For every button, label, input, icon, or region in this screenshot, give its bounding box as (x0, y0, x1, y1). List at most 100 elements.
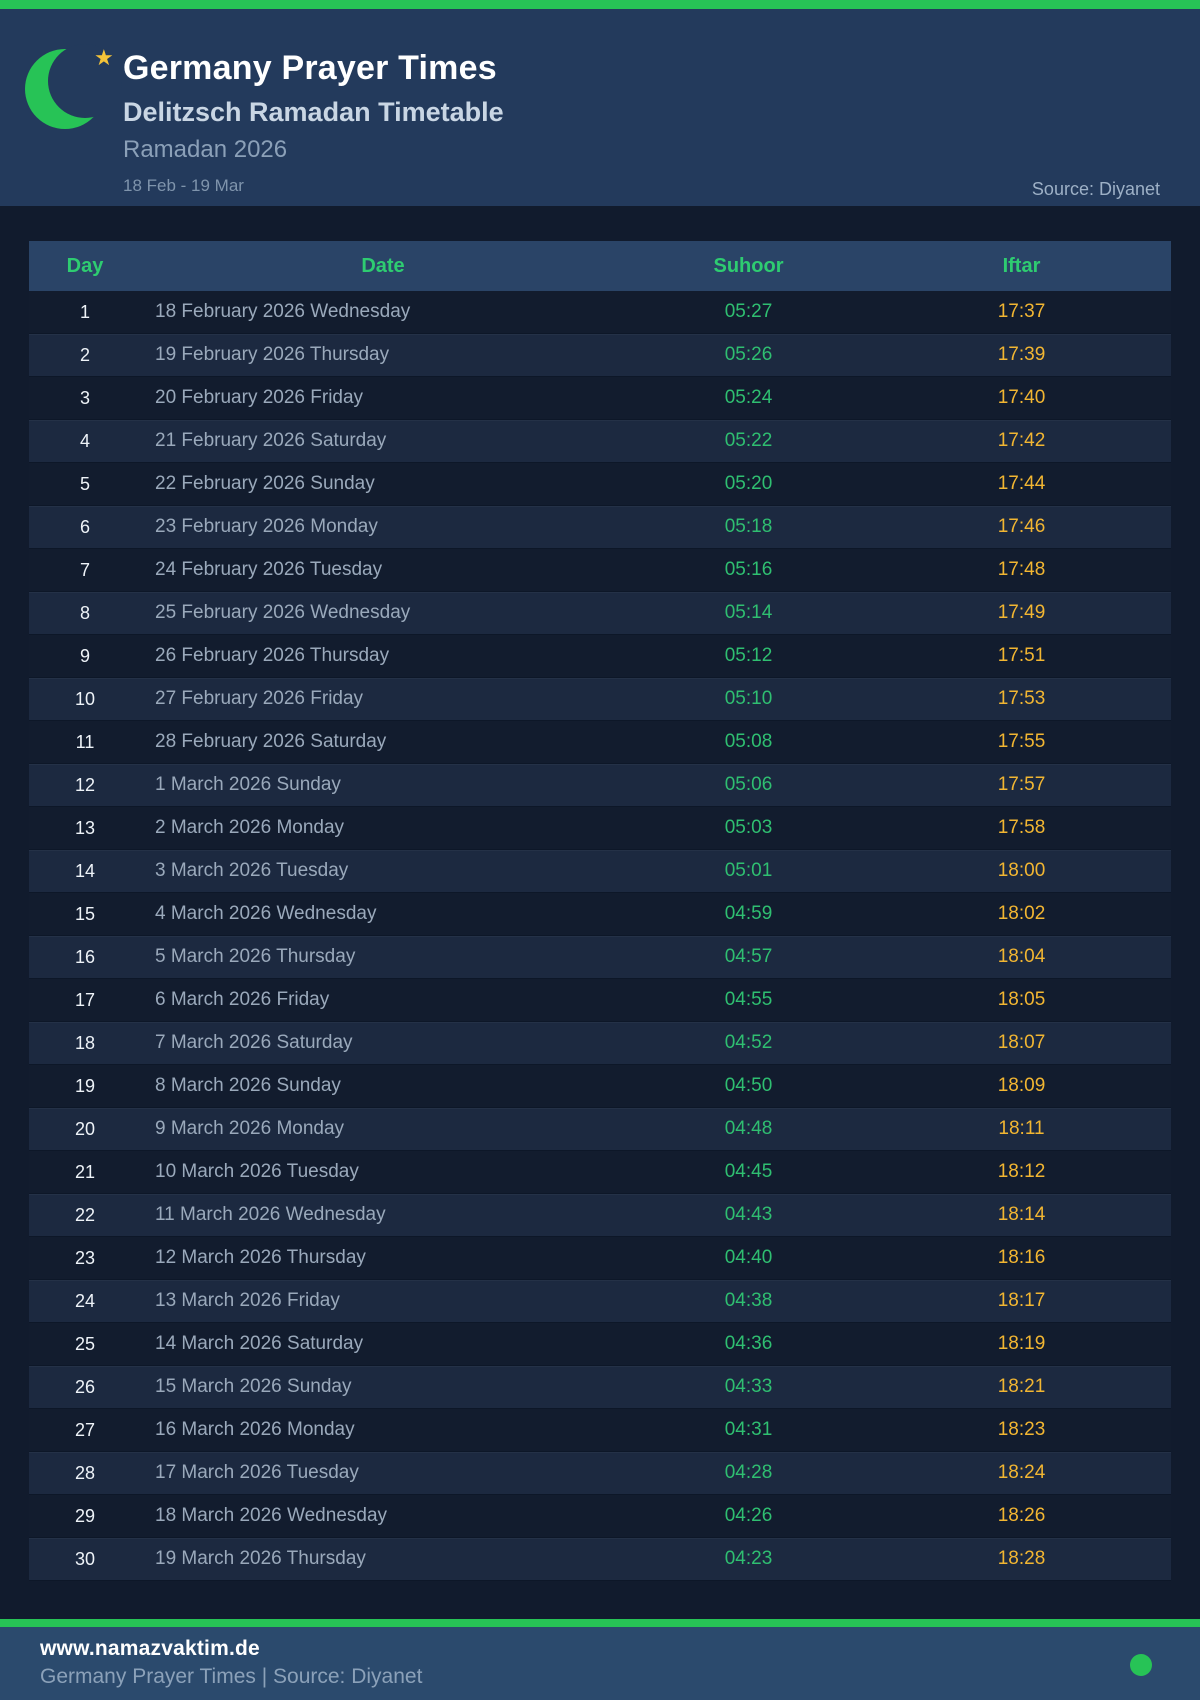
table-row: 24 13 March 2026 Friday 04:38 18:17 (29, 1280, 1171, 1323)
day-cell: 18 (74, 1032, 96, 1053)
table-row: 7 24 February 2026 Tuesday 05:16 17:48 (29, 549, 1171, 592)
table-row: 15 4 March 2026 Wednesday 04:59 18:02 (29, 893, 1171, 936)
suhoor-cell: 04:43 (724, 1204, 773, 1225)
website-link[interactable]: www.namazvaktim.de (40, 1637, 260, 1660)
column-header-suhoor: Suhoor (713, 254, 784, 277)
suhoor-cell: 04:59 (724, 903, 773, 924)
day-cell: 9 (79, 645, 90, 666)
date-cell: 9 March 2026 Monday (155, 1118, 345, 1139)
day-cell: 10 (74, 688, 96, 709)
date-cell: 18 February 2026 Wednesday (155, 301, 411, 322)
day-cell: 15 (74, 903, 96, 924)
iftar-cell: 18:16 (997, 1247, 1046, 1268)
date-cell: 15 March 2026 Sunday (155, 1376, 352, 1397)
suhoor-cell: 05:27 (724, 301, 773, 322)
table-row: 8 25 February 2026 Wednesday 05:14 17:49 (29, 592, 1171, 635)
source-label: Source: Diyanet (1031, 179, 1160, 199)
day-cell: 12 (74, 774, 96, 795)
suhoor-cell: 05:01 (724, 860, 773, 881)
table-row: 9 26 February 2026 Thursday 05:12 17:51 (29, 635, 1171, 678)
date-cell: 1 March 2026 Sunday (155, 774, 341, 795)
date-range: 18 Feb - 19 Mar (123, 176, 244, 195)
day-cell: 28 (74, 1462, 96, 1483)
date-cell: 17 March 2026 Tuesday (155, 1462, 359, 1483)
suhoor-cell: 05:06 (724, 774, 773, 795)
table-row: 26 15 March 2026 Sunday 04:33 18:21 (29, 1366, 1171, 1409)
page-footer: www.namazvaktim.de Germany Prayer Times … (0, 1627, 1200, 1700)
date-cell: 24 February 2026 Tuesday (155, 559, 383, 580)
table-row: 16 5 March 2026 Thursday 04:57 18:04 (29, 936, 1171, 979)
day-cell: 7 (79, 559, 90, 580)
day-cell: 14 (74, 860, 96, 881)
iftar-cell: 18:14 (997, 1204, 1046, 1225)
iftar-cell: 18:04 (997, 946, 1046, 967)
day-cell: 13 (74, 817, 96, 838)
suhoor-cell: 05:24 (724, 387, 773, 408)
iftar-cell: 18:28 (997, 1548, 1046, 1569)
date-cell: 28 February 2026 Saturday (155, 731, 387, 752)
page-header: ★ Germany Prayer Times Delitzsch Ramadan… (0, 9, 1200, 206)
day-cell: 24 (74, 1290, 96, 1311)
iftar-cell: 17:37 (997, 301, 1046, 322)
day-cell: 19 (74, 1075, 96, 1096)
table-row: 4 21 February 2026 Saturday 05:22 17:42 (29, 420, 1171, 463)
table-body: 1 18 February 2026 Wednesday 05:27 17:37 2 19… (29, 291, 1171, 1581)
date-cell: 13 March 2026 Friday (155, 1290, 340, 1311)
day-cell: 27 (74, 1419, 96, 1440)
top-accent-bar (0, 0, 1200, 9)
iftar-cell: 17:44 (997, 473, 1046, 494)
suhoor-cell: 04:50 (724, 1075, 773, 1096)
suhoor-cell: 05:16 (724, 559, 773, 580)
table-row: 25 14 March 2026 Saturday 04:36 18:19 (29, 1323, 1171, 1366)
table-row: 5 22 February 2026 Sunday 05:20 17:44 (29, 463, 1171, 506)
date-cell: 12 March 2026 Thursday (155, 1247, 366, 1268)
suhoor-cell: 04:57 (724, 946, 773, 967)
day-cell: 17 (74, 989, 96, 1010)
green-dot-icon (1130, 1654, 1152, 1676)
table-row: 22 11 March 2026 Wednesday 04:43 18:14 (29, 1194, 1171, 1237)
table-header-row: Day Date Suhoor Iftar (29, 241, 1171, 291)
iftar-cell: 18:19 (997, 1333, 1046, 1354)
iftar-cell: 17:42 (997, 430, 1046, 451)
table-row: 21 10 March 2026 Tuesday 04:45 18:12 (29, 1151, 1171, 1194)
day-cell: 29 (74, 1505, 96, 1526)
date-cell: 26 February 2026 Thursday (155, 645, 390, 666)
suhoor-cell: 04:38 (724, 1290, 773, 1311)
iftar-cell: 18:02 (997, 903, 1046, 924)
table-row: 23 12 March 2026 Thursday 04:40 18:16 (29, 1237, 1171, 1280)
iftar-cell: 17:55 (997, 731, 1046, 752)
day-cell: 30 (74, 1548, 96, 1569)
day-cell: 5 (79, 473, 90, 494)
table-row: 2 19 February 2026 Thursday 05:26 17:39 (29, 334, 1171, 377)
date-cell: 10 March 2026 Tuesday (155, 1161, 359, 1182)
date-cell: 20 February 2026 Friday (155, 387, 364, 408)
suhoor-cell: 04:33 (724, 1376, 773, 1397)
footer-accent-bar (0, 1619, 1200, 1627)
suhoor-cell: 04:45 (724, 1161, 773, 1182)
date-cell: 11 March 2026 Wednesday (155, 1204, 386, 1225)
table-row: 18 7 March 2026 Saturday 04:52 18:07 (29, 1022, 1171, 1065)
iftar-cell: 18:17 (997, 1290, 1046, 1311)
suhoor-cell: 05:20 (724, 473, 773, 494)
page-title: Germany Prayer Times (123, 49, 497, 87)
date-cell: 6 March 2026 Friday (155, 989, 330, 1010)
date-cell: 4 March 2026 Wednesday (155, 903, 377, 924)
day-cell: 23 (74, 1247, 96, 1268)
suhoor-cell: 04:26 (724, 1505, 773, 1526)
iftar-cell: 17:53 (997, 688, 1046, 709)
page-subtitle: Delitzsch Ramadan Timetable (123, 97, 504, 127)
suhoor-cell: 05:18 (724, 516, 773, 537)
iftar-cell: 17:49 (997, 602, 1046, 623)
column-header-date: Date (361, 254, 405, 277)
suhoor-cell: 04:48 (724, 1118, 773, 1139)
suhoor-cell: 05:10 (724, 688, 773, 709)
date-cell: 19 February 2026 Thursday (155, 344, 390, 365)
iftar-cell: 17:40 (997, 387, 1046, 408)
date-cell: 16 March 2026 Monday (155, 1419, 355, 1440)
day-cell: 3 (79, 387, 90, 408)
column-header-iftar: Iftar (1002, 254, 1041, 277)
footer-tagline: Germany Prayer Times | Source: Diyanet (40, 1665, 423, 1688)
table-row: 1 18 February 2026 Wednesday 05:27 17:37 (29, 291, 1171, 334)
date-cell: 23 February 2026 Monday (155, 516, 378, 537)
